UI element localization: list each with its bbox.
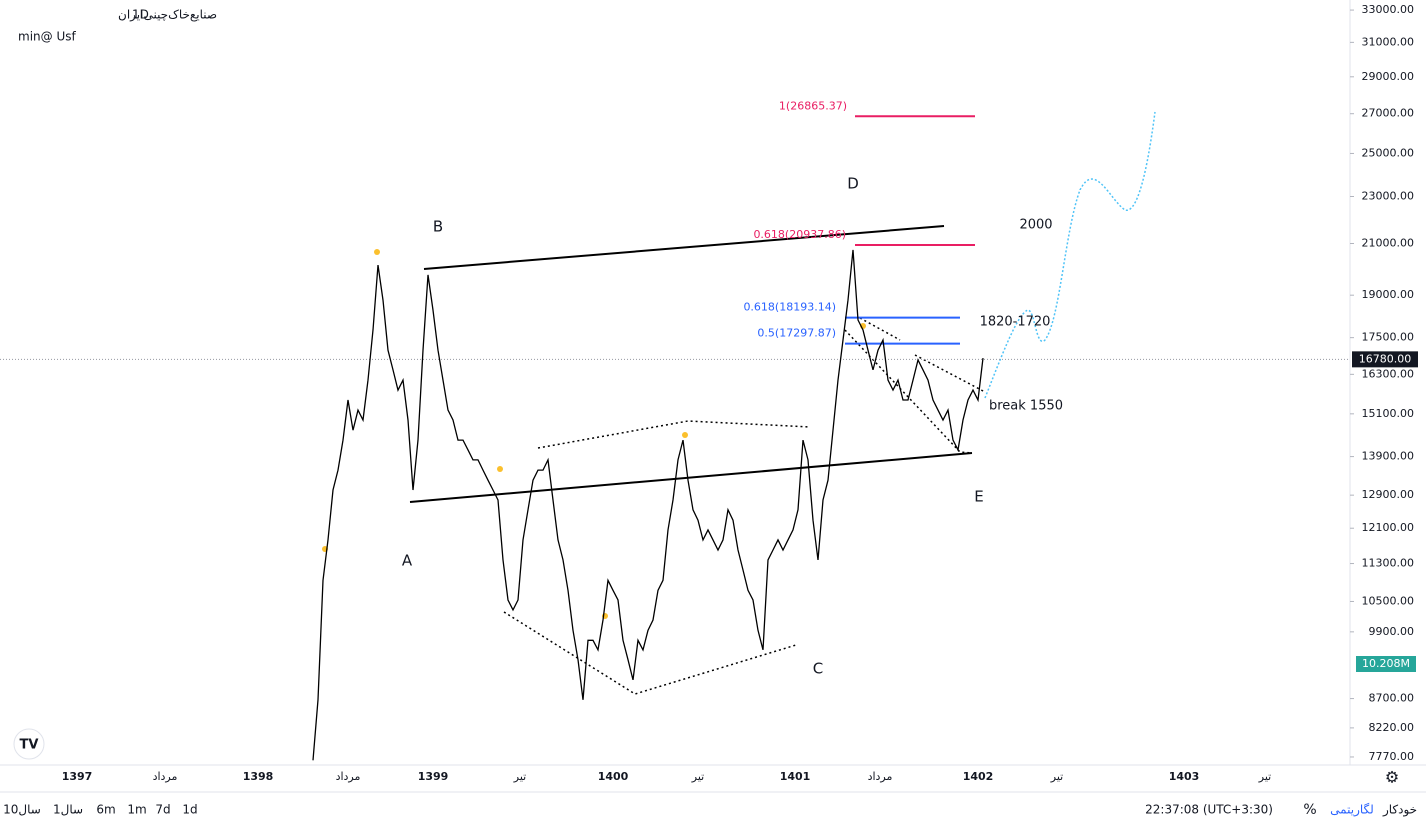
fib-label: 0.5(17297.87) [757,327,836,340]
range-button[interactable]: 7d [155,803,170,817]
y-tick-label: 10500.00 [1362,594,1415,607]
y-tick-label: 17500.00 [1362,331,1415,344]
fib-label: 0.618(20937.86) [753,228,846,241]
y-tick-label: 21000.00 [1362,236,1415,249]
log-toggle[interactable]: لگاریتمی [1330,803,1374,818]
last-price-box [1352,351,1418,368]
percent-toggle[interactable]: % [1303,802,1316,818]
pivot-dot [374,249,380,255]
y-tick-label: 19000.00 [1362,288,1415,301]
annotation: C [813,660,823,678]
y-tick-label: 12900.00 [1362,488,1415,501]
trend-line [409,452,973,503]
x-tick-label: مرداد [153,770,178,783]
projection [984,111,1156,399]
x-tick-label: تیر [691,770,704,783]
y-tick-label: 33000.00 [1362,3,1415,16]
y-tick-label: 15100.00 [1362,407,1415,420]
annotation: 1820-1720 [980,315,1051,330]
annotation: 2000 [1019,218,1052,233]
annotation: B [433,218,443,236]
annotation: D [847,175,859,193]
annotation: A [402,552,413,570]
x-tick-label: مرداد [336,770,361,783]
trend-line [423,225,945,270]
y-tick-label: 29000.00 [1362,70,1415,83]
symbol: صنایع‌خاک‌چینی‌ایران [118,8,217,23]
volume-box [1356,656,1416,672]
pivot-dot [682,432,688,438]
x-tick-label: 1397 [62,770,93,783]
fib-label: 0.618(18193.14) [743,301,836,314]
x-tick-label: 1400 [598,770,629,783]
price-line [312,249,984,761]
y-tick-label: 16300.00 [1362,367,1415,380]
x-tick-label: تیر [1258,770,1271,783]
x-tick-label: تیر [513,770,526,783]
clock: 22:37:08 (UTC+3:30) [1145,803,1273,817]
y-tick-label: 11300.00 [1362,557,1415,570]
settings-icon[interactable]: ⚙ [1385,768,1399,787]
range-button[interactable]: 6m [96,803,115,817]
range-button[interactable]: 10سال [3,803,41,817]
y-tick-label: 13900.00 [1362,450,1415,463]
y-tick-label: 8220.00 [1369,721,1415,734]
annotation: E [974,488,983,506]
range-button[interactable]: 1m [127,803,146,817]
volume-label: 10.208M [1362,657,1410,670]
dotted-line [537,420,811,449]
x-tick-label: مرداد [868,770,893,783]
y-tick-label: 23000.00 [1362,190,1415,203]
x-tick-label: 1399 [418,770,449,783]
x-tick-label: تیر [1050,770,1063,783]
svg-text:TV: TV [20,738,39,753]
y-tick-label: 12100.00 [1362,521,1415,534]
dotted-line [844,329,973,454]
tv-logo: TV [13,728,45,760]
range-button[interactable]: 1d [182,803,197,817]
fib-label: 1(26865.37) [779,99,847,112]
y-tick-label: 7770.00 [1369,750,1415,763]
y-tick-label: 9900.00 [1369,625,1415,638]
y-tick-label: 27000.00 [1362,107,1415,120]
note: min@ Usf [18,30,76,44]
y-tick-label: 31000.00 [1362,35,1415,48]
dotted-line [914,354,986,393]
annotation: break 1550 [989,399,1063,414]
y-tick-label: 8700.00 [1369,692,1415,705]
y-tick-label: 25000.00 [1362,146,1415,159]
range-button[interactable]: 1سال [53,803,83,817]
x-tick-label: 1402 [963,770,994,783]
pivot-dot [497,466,503,472]
auto-toggle[interactable]: خودکار [1382,803,1417,818]
last-price-label: 16780.00 [1359,352,1412,365]
x-tick-label: 1401 [780,770,811,783]
interval: 1D [132,8,149,22]
x-tick-label: 1398 [243,770,274,783]
dotted-line [503,611,797,695]
x-tick-label: 1403 [1169,770,1200,783]
